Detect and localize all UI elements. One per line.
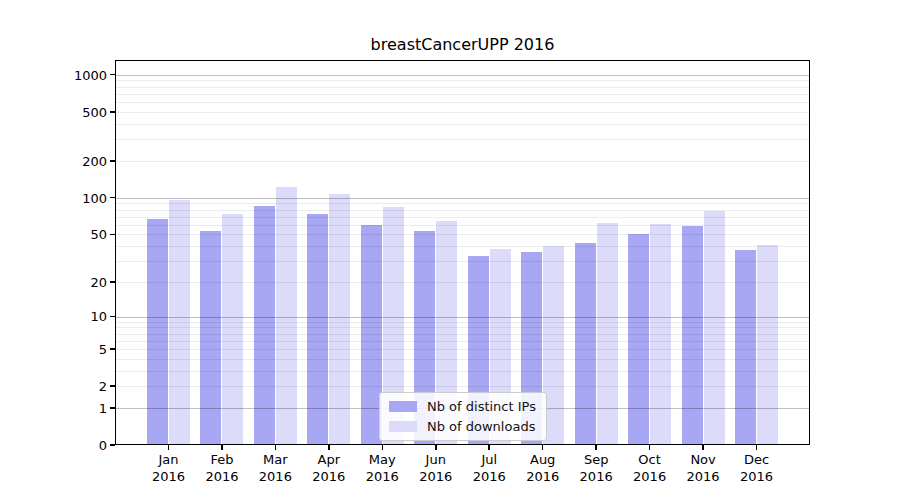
major-gridline-100: [115, 198, 810, 199]
x-tick-label-oct: Oct2016: [620, 451, 680, 485]
x-tick-mark-may: [382, 445, 384, 450]
y-tick-label-0: 0: [30, 438, 107, 453]
x-tick-label-sep: Sep2016: [566, 451, 626, 485]
minor-gridline-90: [115, 203, 810, 204]
y-tick-mark-500: [110, 111, 115, 113]
minor-gridline-30: [115, 261, 810, 262]
plot-area: [115, 60, 810, 445]
y-tick-label-100: 100: [30, 190, 107, 205]
x-tick-mark-dec: [756, 445, 758, 450]
y-tick-mark-1000: [110, 74, 115, 76]
x-tick-mark-jul: [488, 445, 490, 450]
legend-label-distinct-ips: Nb of distinct IPs: [427, 399, 536, 414]
minor-gridline-20: [115, 282, 810, 283]
x-tick-label-dec: Dec2016: [727, 451, 787, 485]
y-tick-label-500: 500: [30, 104, 107, 119]
y-tick-label-10: 10: [30, 309, 107, 324]
y-tick-mark-50: [110, 234, 115, 236]
major-gridline-10: [115, 317, 810, 318]
minor-gridline-8: [115, 327, 810, 328]
y-tick-mark-200: [110, 160, 115, 162]
minor-gridline-5: [115, 349, 810, 350]
y-tick-mark-10: [110, 316, 115, 318]
legend-item-downloads: Nb of downloads: [389, 419, 536, 434]
y-tick-label-20: 20: [30, 274, 107, 289]
minor-gridline-9: [115, 322, 810, 323]
x-tick-mark-jun: [435, 445, 437, 450]
y-tick-label-200: 200: [30, 153, 107, 168]
y-tick-mark-2: [110, 385, 115, 387]
legend-label-downloads: Nb of downloads: [427, 419, 535, 434]
x-tick-label-nov: Nov2016: [673, 451, 733, 485]
x-tick-label-feb: Feb2016: [192, 451, 252, 485]
minor-gridline-70: [115, 217, 810, 218]
x-tick-mark-sep: [595, 445, 597, 450]
y-tick-label-50: 50: [30, 227, 107, 242]
x-tick-mark-nov: [702, 445, 704, 450]
legend: Nb of distinct IPs Nb of downloads: [379, 392, 547, 441]
y-tick-label-2: 2: [30, 379, 107, 394]
x-tick-label-may: May2016: [352, 451, 412, 485]
minor-gridline-200: [115, 161, 810, 162]
bar-chart-figure: breastCancerUPP 2016 0 1 2 5 10 20 50 100 200 500…: [0, 0, 900, 500]
x-tick-mark-jan: [168, 445, 170, 450]
minor-gridline-6: [115, 341, 810, 342]
x-tick-mark-aug: [542, 445, 544, 450]
y-tick-mark-1: [110, 407, 115, 409]
x-tick-mark-oct: [649, 445, 651, 450]
y-tick-label-1000: 1000: [30, 67, 107, 82]
minor-gridline-500: [115, 112, 810, 113]
minor-gridline-7: [115, 334, 810, 335]
minor-gridline-60: [115, 225, 810, 226]
minor-gridline-3: [115, 371, 810, 372]
minor-gridline-700: [115, 94, 810, 95]
minor-gridline-50: [115, 234, 810, 235]
x-tick-mark-mar: [275, 445, 277, 450]
y-tick-mark-100: [110, 197, 115, 199]
x-tick-label-jan: Jan2016: [138, 451, 198, 485]
legend-swatch-downloads: [389, 421, 417, 432]
x-tick-label-aug: Aug2016: [513, 451, 573, 485]
minor-gridline-300: [115, 139, 810, 140]
x-tick-label-apr: Apr2016: [299, 451, 359, 485]
minor-gridline-600: [115, 102, 810, 103]
minor-gridline-2: [115, 386, 810, 387]
grid-layer: [115, 60, 810, 445]
y-tick-label-1: 1: [30, 400, 107, 415]
x-tick-label-jul: Jul2016: [459, 451, 519, 485]
y-tick-label-5: 5: [30, 341, 107, 356]
legend-swatch-distinct-ips: [389, 401, 417, 412]
x-tick-mark-feb: [221, 445, 223, 450]
minor-gridline-40: [115, 246, 810, 247]
legend-item-distinct-ips: Nb of distinct IPs: [389, 399, 536, 414]
chart-title: breastCancerUPP 2016: [115, 35, 810, 54]
x-tick-label-mar: Mar2016: [245, 451, 305, 485]
minor-gridline-80: [115, 210, 810, 211]
y-tick-mark-5: [110, 348, 115, 350]
minor-gridline-4: [115, 359, 810, 360]
major-gridline-1000: [115, 75, 810, 76]
y-tick-mark-0: [110, 444, 115, 446]
x-tick-label-jun: Jun2016: [406, 451, 466, 485]
minor-gridline-800: [115, 87, 810, 88]
minor-gridline-900: [115, 80, 810, 81]
x-tick-mark-apr: [328, 445, 330, 450]
minor-gridline-400: [115, 124, 810, 125]
y-tick-mark-20: [110, 281, 115, 283]
